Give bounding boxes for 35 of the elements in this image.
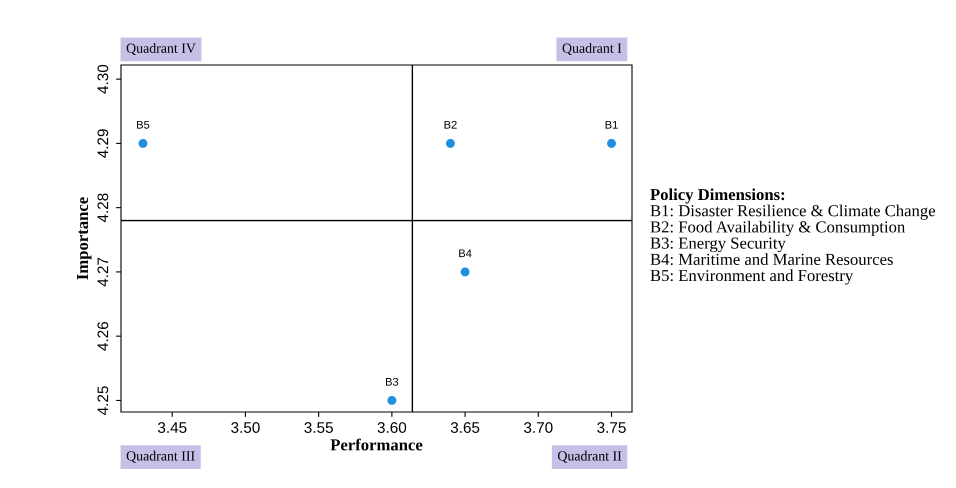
text: Quadrant II xyxy=(558,450,622,463)
text: B2: Food Availability & Consumption xyxy=(650,220,906,236)
text: B1: Disaster Resilience & Climate Change xyxy=(650,204,936,220)
x-tick-label: 3.60 xyxy=(378,422,406,433)
x-tick-label: 3.75 xyxy=(597,422,626,433)
text: Quadrant IV xyxy=(126,43,196,55)
x-axis-title: Performance xyxy=(330,438,422,450)
text: B5: Environment and Forestry xyxy=(650,269,854,285)
y-tick-label: 4.27 xyxy=(97,258,108,286)
y-axis-title: Importance xyxy=(77,197,92,280)
point xyxy=(387,396,396,405)
y-tick-label: 4.29 xyxy=(97,129,108,158)
text: Quadrant I xyxy=(562,43,622,55)
x-tick-label: 3.65 xyxy=(450,422,480,433)
text: Quadrant III xyxy=(126,450,195,463)
x-tick-label: 3.45 xyxy=(158,422,186,433)
y-tick-label: 4.26 xyxy=(97,322,108,351)
x-tick-label: 3.70 xyxy=(524,422,553,433)
y-tick-label: 4.30 xyxy=(97,64,108,94)
point xyxy=(460,267,470,276)
text: Policy Dimensions: xyxy=(650,188,784,204)
annotation: B4 xyxy=(459,249,472,258)
text: B4: Maritime and Marine Resources xyxy=(650,253,893,266)
annotation: B2 xyxy=(444,120,457,129)
point xyxy=(446,138,455,148)
annotation: B3 xyxy=(386,378,398,386)
annotation: B5 xyxy=(137,120,150,129)
y-tick-label: 4.28 xyxy=(97,193,108,222)
x-tick-label: 3.55 xyxy=(304,422,333,433)
annotation: B1 xyxy=(606,120,618,129)
text: B3: Energy Security xyxy=(650,238,786,252)
x-tick-label: 3.50 xyxy=(231,422,260,433)
point xyxy=(607,138,616,148)
point xyxy=(138,138,148,148)
y-tick-label: 4.25 xyxy=(97,386,108,415)
